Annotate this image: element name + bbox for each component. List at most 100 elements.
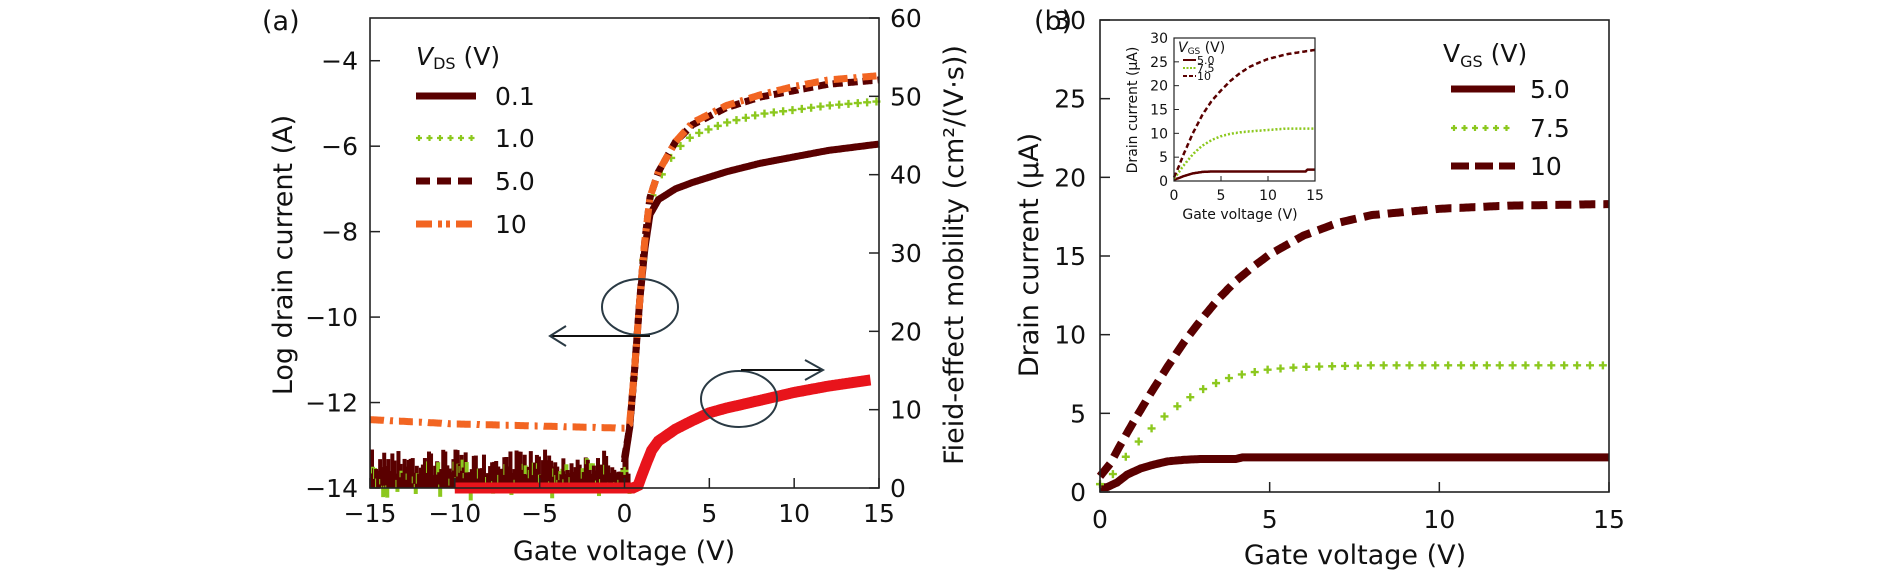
panel-a-y-ticks: −14 −12 −10 −8 −6 −4 bbox=[305, 47, 380, 503]
series-10 bbox=[1096, 200, 1609, 479]
x-tick-label: 15 bbox=[1593, 505, 1625, 534]
series-7_5 bbox=[1096, 361, 1607, 489]
y-right-tick-label: 0 bbox=[890, 474, 906, 503]
noise-bar bbox=[471, 455, 476, 488]
noise-bar bbox=[520, 465, 525, 488]
noise-bar bbox=[565, 470, 570, 488]
y-right-tick-label: 30 bbox=[890, 239, 922, 268]
annotation-ellipse bbox=[700, 370, 778, 428]
noise-dot bbox=[381, 485, 386, 498]
data-point bbox=[1224, 374, 1233, 383]
noise-bar bbox=[490, 462, 495, 488]
y-tick-label: −8 bbox=[321, 218, 358, 247]
data-point bbox=[807, 103, 816, 112]
noise-bar bbox=[575, 459, 580, 488]
x-tick-label: 0 bbox=[617, 499, 633, 528]
noise-bar bbox=[473, 455, 478, 488]
y-tick-label: 20 bbox=[1054, 163, 1086, 192]
legend-swatch bbox=[1503, 125, 1510, 131]
data-point bbox=[704, 125, 713, 134]
noise-bar bbox=[555, 466, 560, 488]
series-7_5 bbox=[1173, 127, 1315, 180]
y-tick-label: −10 bbox=[305, 303, 358, 332]
noise-bar bbox=[589, 473, 594, 488]
noise-bar bbox=[516, 451, 521, 488]
series-line bbox=[1173, 127, 1315, 180]
noise-bar bbox=[488, 466, 493, 488]
noise-bar bbox=[563, 474, 568, 488]
noise-bar bbox=[512, 469, 517, 488]
noise-bar bbox=[500, 468, 505, 488]
noise-bar bbox=[400, 472, 405, 488]
y-tick-label: 15 bbox=[1054, 242, 1086, 271]
data-point bbox=[620, 466, 629, 475]
data-point bbox=[1405, 361, 1414, 370]
data-point bbox=[685, 133, 694, 142]
noise-bar bbox=[595, 458, 600, 488]
noise-bar bbox=[406, 459, 411, 488]
panel-b-label: (b) bbox=[1034, 6, 1072, 37]
data-point bbox=[1289, 363, 1298, 372]
data-point bbox=[713, 121, 722, 130]
noise-bar bbox=[508, 451, 513, 488]
legend-swatch bbox=[468, 135, 475, 141]
panel-a-label: (a) bbox=[262, 6, 300, 37]
inset-x-axis-label: Gate voltage (V) bbox=[1182, 207, 1297, 223]
data-point bbox=[741, 113, 750, 122]
noise-bar bbox=[591, 465, 596, 488]
data-point bbox=[835, 100, 844, 109]
series-line bbox=[1173, 168, 1315, 181]
noise-bar bbox=[481, 454, 486, 488]
noise-bar bbox=[534, 454, 539, 488]
legend-swatch bbox=[416, 135, 422, 141]
noise-bar bbox=[524, 475, 529, 488]
legend-title: VDS (V) bbox=[416, 42, 500, 73]
noise-bar bbox=[416, 473, 421, 488]
data-point bbox=[853, 99, 862, 108]
legend-swatch bbox=[426, 135, 433, 141]
noise-bar bbox=[498, 468, 503, 488]
panel-a-legend: VDS (V) 0.1 1.0 5.0 10 bbox=[416, 42, 535, 239]
noise-bar bbox=[610, 467, 615, 488]
data-point bbox=[676, 141, 685, 150]
noise-bar bbox=[374, 468, 379, 488]
inset-x-tick-label: 15 bbox=[1306, 188, 1324, 204]
series-line bbox=[1100, 453, 1609, 492]
inset-x-tick-label: 10 bbox=[1259, 188, 1277, 204]
inset-y-tick-label: 5 bbox=[1159, 150, 1168, 166]
data-point bbox=[723, 118, 732, 127]
data-point bbox=[1431, 361, 1440, 370]
noise-bar bbox=[402, 458, 407, 488]
noise-bar bbox=[420, 464, 425, 488]
noise-bar bbox=[571, 471, 576, 488]
noise-bar bbox=[390, 453, 395, 488]
x-tick-label: 10 bbox=[778, 499, 810, 528]
inset-legend-title: VGS (V) bbox=[1178, 40, 1225, 57]
x-tick-label: −5 bbox=[521, 499, 558, 528]
data-point bbox=[816, 102, 825, 111]
inset-x-tick-label: 0 bbox=[1170, 188, 1179, 204]
inset-legend-label: 7.5 bbox=[1197, 62, 1215, 75]
inset-legend-label: 10 bbox=[1197, 70, 1211, 83]
data-point bbox=[1560, 361, 1569, 370]
inset-x-tick-label: 5 bbox=[1217, 188, 1226, 204]
data-point bbox=[1586, 361, 1594, 370]
noise-bar bbox=[378, 459, 383, 488]
noise-bar bbox=[577, 464, 582, 488]
legend-swatch bbox=[1472, 125, 1478, 131]
noise-dot bbox=[438, 484, 443, 497]
noise-bar bbox=[437, 472, 442, 488]
noise-bar bbox=[504, 457, 509, 488]
y-tick-label: 25 bbox=[1054, 85, 1086, 114]
data-point bbox=[1598, 361, 1607, 370]
y-tick-label: 30 bbox=[1054, 6, 1086, 35]
legend-entry: 1.0 bbox=[416, 124, 535, 153]
data-point bbox=[1573, 361, 1582, 370]
noise-bar bbox=[532, 462, 537, 488]
noise-bar bbox=[583, 457, 588, 488]
data-point bbox=[769, 108, 778, 117]
noise-bar bbox=[465, 472, 470, 488]
data-point bbox=[825, 101, 834, 110]
inset-y-tick-label: 30 bbox=[1150, 31, 1168, 47]
